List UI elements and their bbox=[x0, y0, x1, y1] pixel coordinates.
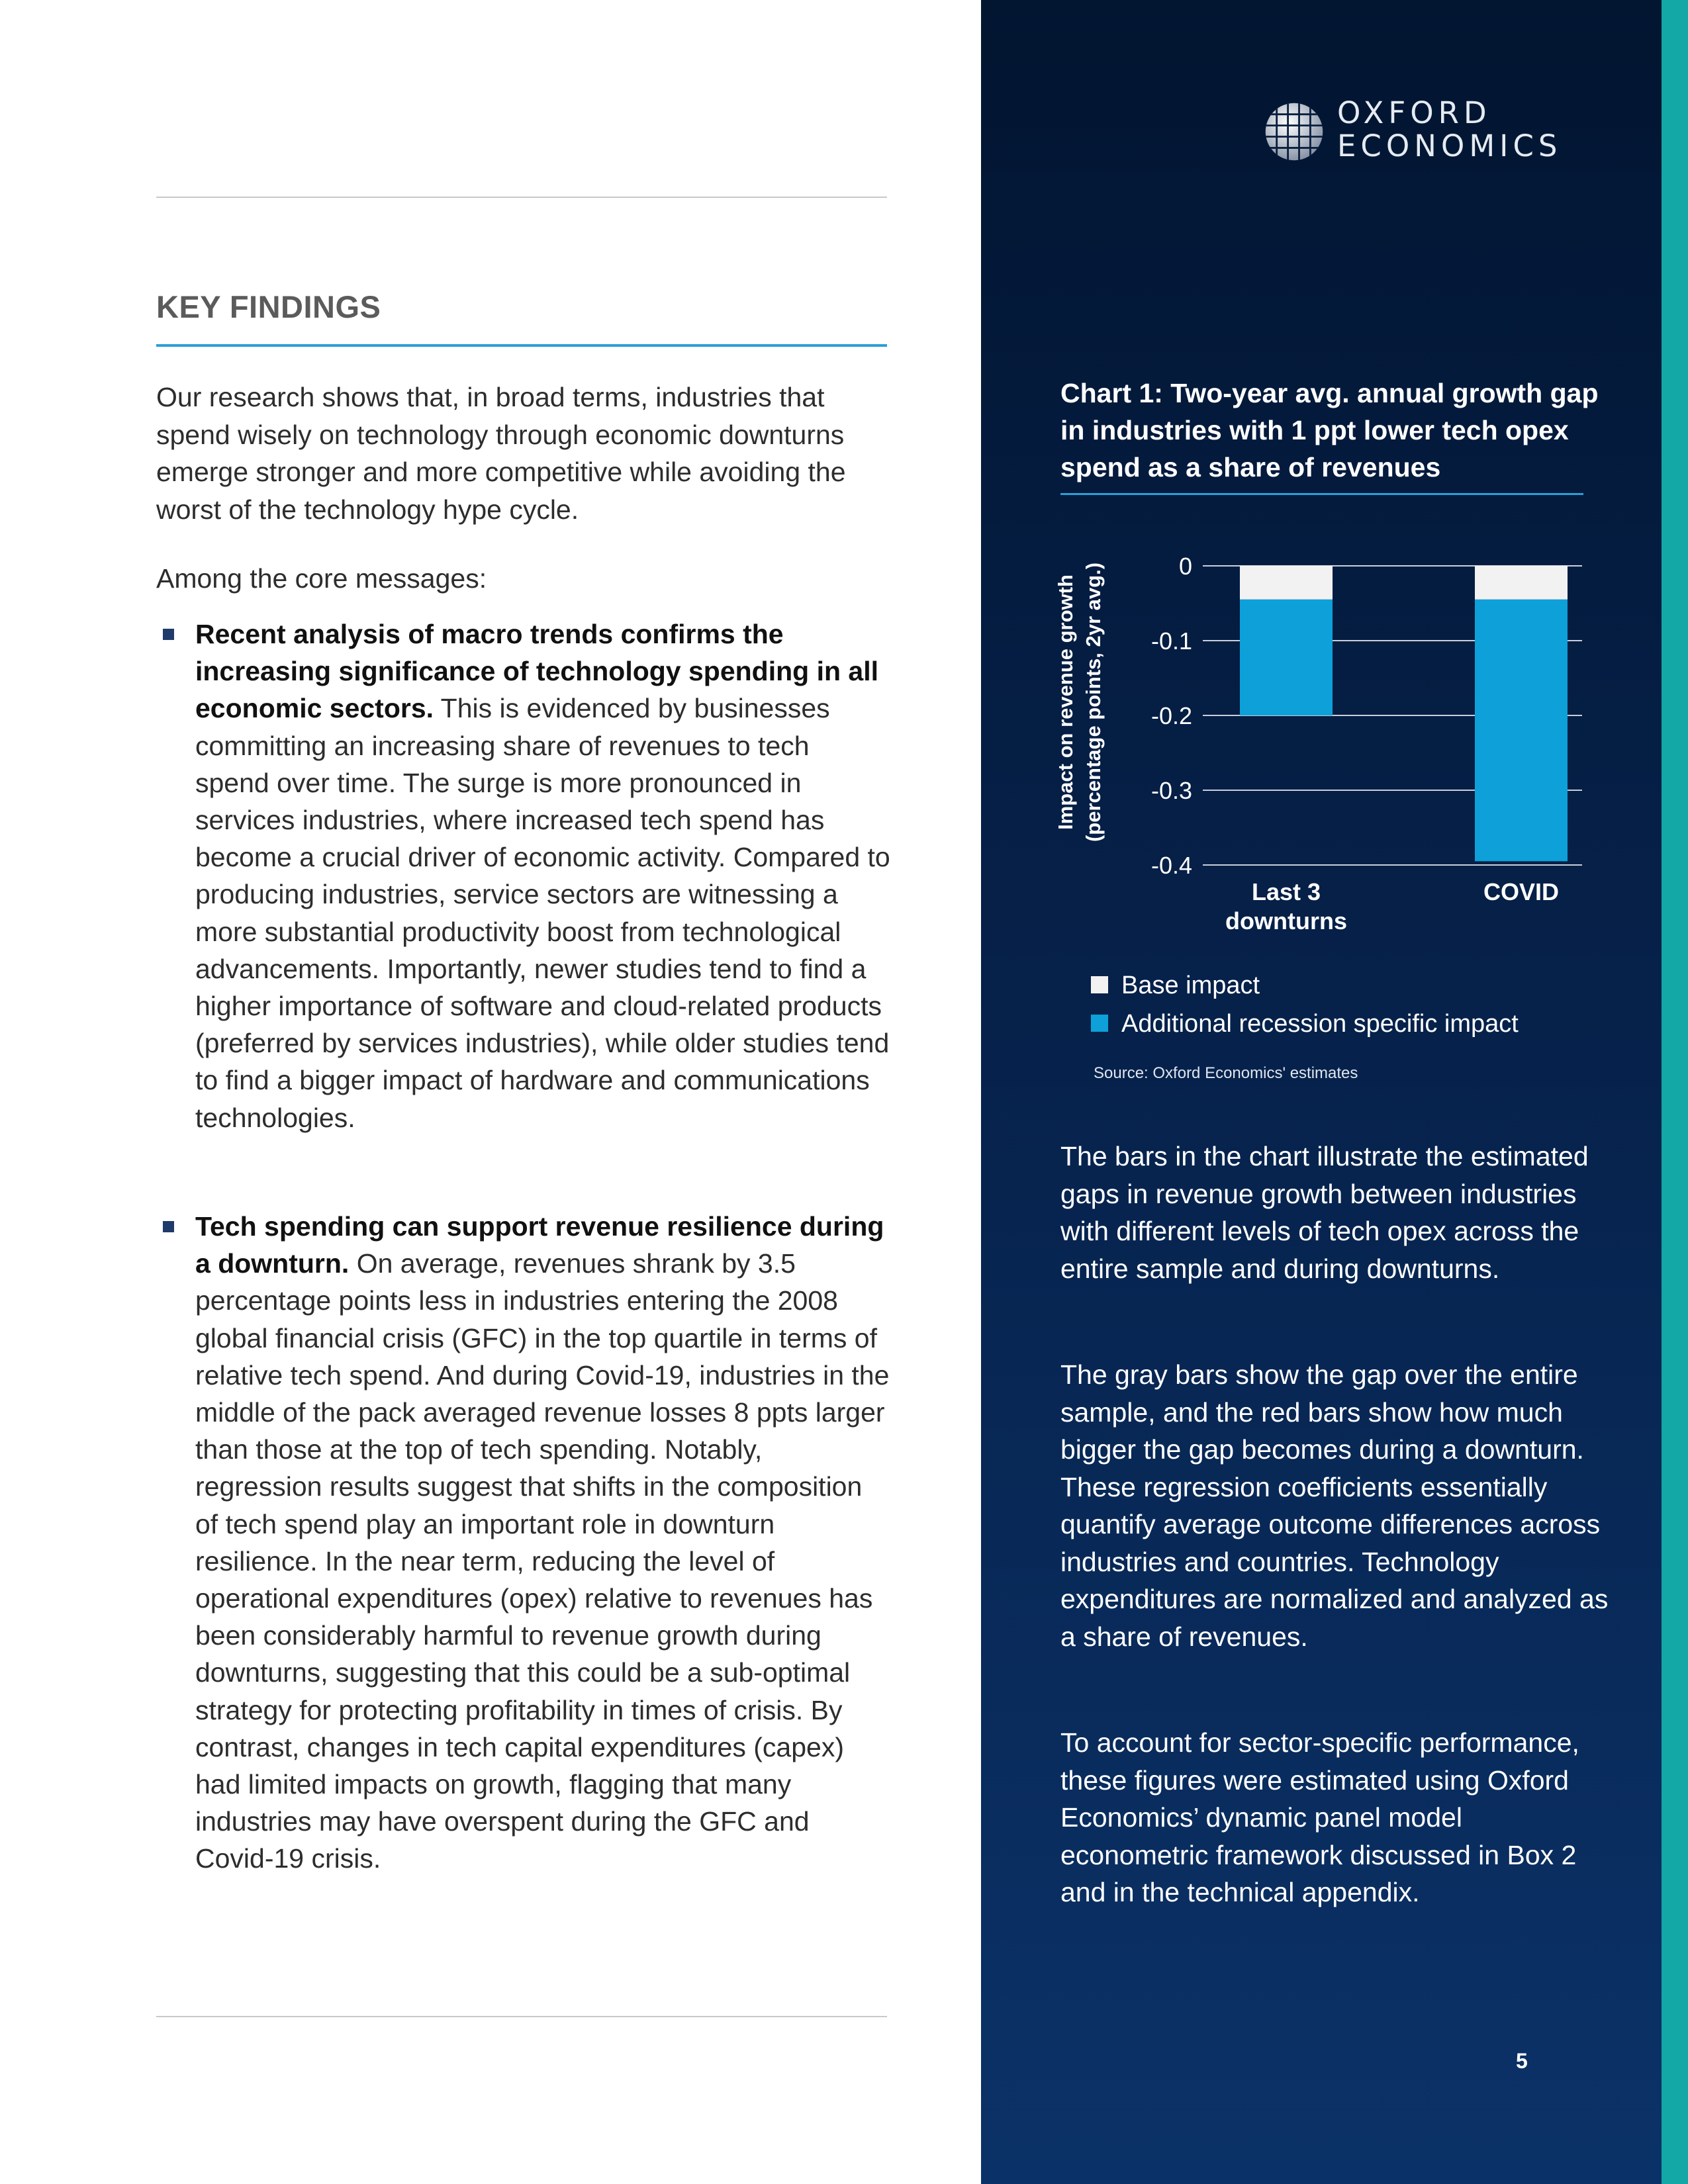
logo-word-oxford: OXFORD bbox=[1337, 95, 1491, 130]
legend-swatch-blue bbox=[1091, 1014, 1108, 1032]
paragraph-text: To account for sector-specific performan… bbox=[1060, 1727, 1579, 1907]
section-title: KEY FINDINGS bbox=[156, 289, 381, 324]
legend-item-additional: Additional recession specific impact bbox=[1091, 1010, 1519, 1038]
page-number: 5 bbox=[1516, 2049, 1528, 2073]
bullet-bold-lead: Recent analysis of macro trends confirms… bbox=[195, 619, 879, 724]
sidebar-panel bbox=[981, 0, 1662, 2184]
chart-title-underline bbox=[1060, 493, 1583, 495]
y-tick-label: 0 bbox=[1179, 553, 1192, 580]
y-axis-label: (percentage points, 2yr avg.) bbox=[1082, 563, 1105, 842]
y-tick-label: -0.4 bbox=[1151, 852, 1192, 879]
bullet-square-icon bbox=[163, 629, 174, 640]
chart-explanation-2: The gray bars show the gap over the enti… bbox=[1060, 1356, 1610, 1655]
bar-base bbox=[1475, 566, 1568, 600]
legend-label: Base impact bbox=[1121, 972, 1260, 999]
bar-base bbox=[1240, 566, 1333, 600]
y-axis-label: Impact on revenue growth bbox=[1054, 574, 1077, 830]
bullet-body: On average, revenues shrank by 3.5 perce… bbox=[195, 1248, 890, 1874]
bar-additional bbox=[1475, 599, 1568, 862]
section-title-underline bbox=[156, 344, 887, 347]
chart-explanation-1: The bars in the chart illustrate the est… bbox=[1060, 1138, 1610, 1287]
bullet-text: Tech spending can support revenue resili… bbox=[195, 1208, 890, 1878]
chart-title: Chart 1: Two-year avg. annual growth gap… bbox=[1060, 378, 1599, 482]
core-messages-text: Among the core messages: bbox=[156, 563, 487, 594]
legend-item-base: Base impact bbox=[1091, 972, 1260, 1000]
top-divider bbox=[156, 197, 887, 198]
x-tick-label: COVID bbox=[1483, 878, 1559, 905]
chart-source-note: Source: Oxford Economics' estimates bbox=[1094, 1064, 1358, 1082]
logo-word-economics: ECONOMICS bbox=[1337, 128, 1562, 163]
bullet-text: Recent analysis of macro trends confirms… bbox=[195, 615, 890, 1136]
x-tick-label: Last 3 bbox=[1252, 878, 1321, 905]
teal-edge-strip bbox=[1662, 0, 1688, 2184]
y-tick-label: -0.2 bbox=[1151, 702, 1192, 729]
bullet-square-icon bbox=[163, 1221, 174, 1232]
legend-label: Additional recession specific impact bbox=[1121, 1010, 1519, 1038]
intro-text: Our research shows that, in broad terms,… bbox=[156, 382, 846, 525]
x-tick-label: downturns bbox=[1225, 907, 1347, 934]
bar-additional bbox=[1240, 599, 1333, 715]
paragraph-text: The bars in the chart illustrate the est… bbox=[1060, 1141, 1589, 1284]
bottom-divider bbox=[156, 2016, 887, 2017]
globe-icon bbox=[1265, 103, 1323, 161]
y-tick-label: -0.3 bbox=[1151, 777, 1192, 804]
core-messages-label: Among the core messages: bbox=[156, 560, 887, 598]
bullet-bold-lead: Tech spending can support revenue resili… bbox=[195, 1211, 884, 1279]
bar-chart: 0 -0.1 -0.2 -0.3 -0.4 Impact on revenue growt… bbox=[1054, 553, 1582, 934]
paragraph-text: The gray bars show the gap over the enti… bbox=[1060, 1359, 1609, 1652]
y-tick-label: -0.1 bbox=[1151, 627, 1192, 655]
legend-swatch-gray bbox=[1091, 976, 1108, 993]
bullet-body: This is evidenced by businesses committi… bbox=[195, 693, 890, 1133]
oxford-economics-logo: OXFORD ECONOMICS bbox=[1263, 95, 1557, 169]
intro-paragraph: Our research shows that, in broad terms,… bbox=[156, 379, 887, 528]
chart-explanation-3: To account for sector-specific performan… bbox=[1060, 1724, 1610, 1911]
